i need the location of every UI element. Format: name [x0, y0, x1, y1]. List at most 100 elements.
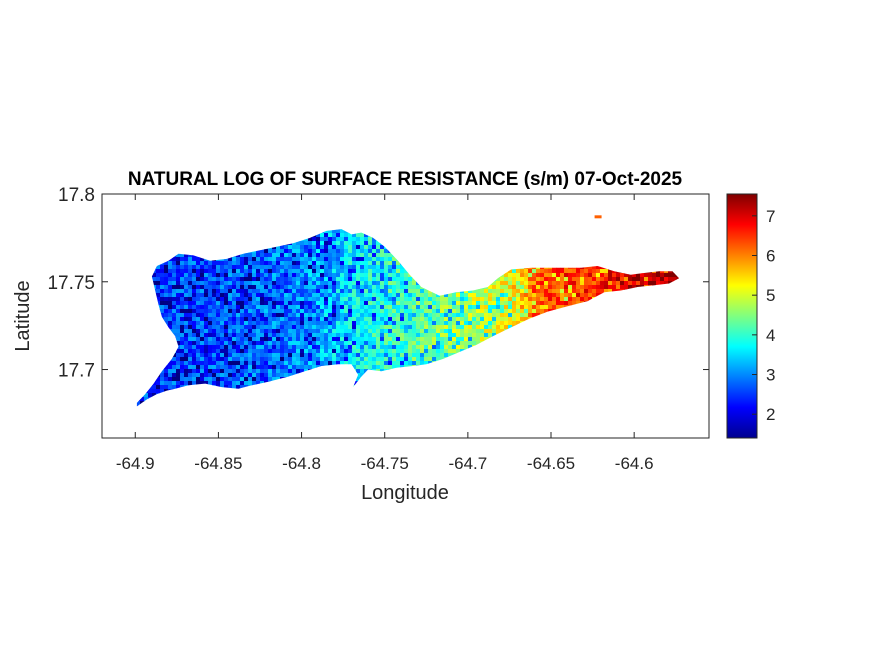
heatmap-cell — [392, 281, 397, 286]
heatmap-cell — [564, 293, 569, 298]
heatmap-cell — [380, 253, 385, 258]
heatmap-cell — [328, 357, 333, 362]
heatmap-cell — [396, 341, 401, 346]
heatmap-cell — [324, 329, 329, 334]
heatmap-cell — [380, 357, 385, 362]
heatmap-cell — [352, 349, 357, 354]
heatmap-cell — [340, 241, 345, 246]
heatmap-cell — [544, 289, 549, 294]
heatmap-cell — [296, 261, 301, 266]
heatmap-cell — [312, 241, 317, 246]
heatmap-cell — [332, 349, 337, 354]
heatmap-cell — [304, 321, 309, 326]
heatmap-cell — [316, 281, 321, 286]
heatmap-cell — [408, 277, 413, 282]
heatmap-cell — [444, 313, 449, 318]
heatmap-cell — [348, 321, 353, 326]
heatmap-cell — [424, 313, 429, 318]
heatmap-cell — [468, 329, 473, 334]
heatmap-cell — [512, 289, 517, 294]
heatmap-cell — [380, 293, 385, 298]
heatmap-cell — [172, 309, 177, 314]
heatmap-cell — [328, 269, 333, 274]
heatmap-cell — [248, 253, 253, 258]
heatmap-cell — [580, 285, 585, 290]
heatmap-cell — [188, 357, 193, 362]
heatmap-cell — [228, 361, 233, 366]
heatmap-cell — [212, 317, 217, 322]
heatmap-cell — [372, 361, 377, 366]
heatmap-cell — [236, 337, 241, 342]
heatmap-cell — [292, 269, 297, 274]
heatmap-cell — [560, 277, 565, 282]
heatmap-cell — [484, 329, 489, 334]
heatmap-cell — [408, 325, 413, 330]
heatmap-cell — [300, 253, 305, 258]
heatmap-cell — [372, 349, 377, 354]
heatmap-cell — [384, 357, 389, 362]
heatmap-cell — [192, 349, 197, 354]
heatmap-cell — [384, 361, 389, 366]
heatmap-cell — [292, 257, 297, 262]
heatmap-cell — [256, 317, 261, 322]
heatmap-cell — [288, 369, 293, 374]
heatmap-cell — [320, 317, 325, 322]
heatmap-cell — [200, 297, 205, 302]
heatmap-cell — [232, 337, 237, 342]
heatmap-cell — [188, 265, 193, 270]
heatmap-cell — [264, 249, 269, 254]
heatmap-cell — [264, 349, 269, 354]
heatmap-cell — [372, 313, 377, 318]
heatmap-cell — [412, 317, 417, 322]
heatmap-cell — [468, 301, 473, 306]
heatmap-cell — [500, 277, 505, 282]
heatmap-cell — [464, 329, 469, 334]
heatmap-cell — [340, 277, 345, 282]
heatmap-cell — [244, 345, 249, 350]
heatmap-cell — [312, 285, 317, 290]
heatmap-cell — [308, 329, 313, 334]
heatmap-cell — [216, 337, 221, 342]
heatmap-cell — [204, 369, 209, 374]
heatmap-cell — [572, 293, 577, 298]
heatmap-cell — [316, 305, 321, 310]
heatmap-cell — [600, 281, 605, 286]
heatmap-cell — [360, 341, 365, 346]
heatmap-cell — [500, 325, 505, 330]
heatmap-cell — [324, 301, 329, 306]
heatmap-cell — [240, 357, 245, 362]
heatmap-cell — [232, 265, 237, 270]
heatmap-cell — [336, 237, 341, 242]
heatmap-cell — [432, 325, 437, 330]
heatmap-cell — [192, 269, 197, 274]
heatmap-cell — [192, 365, 197, 370]
heatmap-cell — [512, 313, 517, 318]
heatmap-cell — [200, 325, 205, 330]
heatmap-cell — [160, 285, 165, 290]
heatmap-cell — [372, 285, 377, 290]
heatmap-cell — [588, 285, 593, 290]
heatmap-cell — [412, 309, 417, 314]
heatmap-cell — [372, 357, 377, 362]
heatmap-cell — [340, 349, 345, 354]
heatmap-cell — [508, 281, 513, 286]
heatmap-cell — [188, 273, 193, 278]
heatmap-cell — [284, 285, 289, 290]
heatmap-cell — [212, 357, 217, 362]
heatmap-cell — [492, 289, 497, 294]
heatmap-cell — [348, 285, 353, 290]
heatmap-cell — [220, 313, 225, 318]
heatmap-cell — [404, 273, 409, 278]
heatmap-cell — [532, 301, 537, 306]
heatmap-cell — [236, 325, 241, 330]
heatmap-cell — [348, 241, 353, 246]
heatmap-cell — [380, 297, 385, 302]
heatmap-cell — [204, 329, 209, 334]
heatmap-cell — [408, 329, 413, 334]
heatmap-cell — [296, 349, 301, 354]
heatmap-cell — [292, 345, 297, 350]
heatmap-cell — [400, 269, 405, 274]
heatmap-cell — [464, 293, 469, 298]
heatmap-cell — [356, 297, 361, 302]
heatmap-cell — [252, 337, 257, 342]
